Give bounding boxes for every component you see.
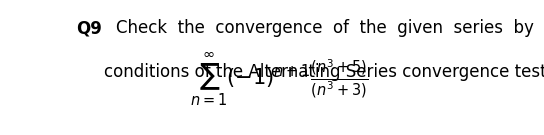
- Text: Q9: Q9: [76, 19, 102, 37]
- Text: conditions of the Alternating Series convergence test:: conditions of the Alternating Series con…: [104, 63, 544, 81]
- Text: Check  the  convergence  of  the  given  series  by  verifying  the: Check the convergence of the given serie…: [116, 19, 544, 37]
- Text: $\sum_{n=1}^{\infty}(-1)^{n+1}\frac{(n^3+5)}{(n^3+3)}$: $\sum_{n=1}^{\infty}(-1)^{n+1}\frac{(n^3…: [190, 50, 368, 108]
